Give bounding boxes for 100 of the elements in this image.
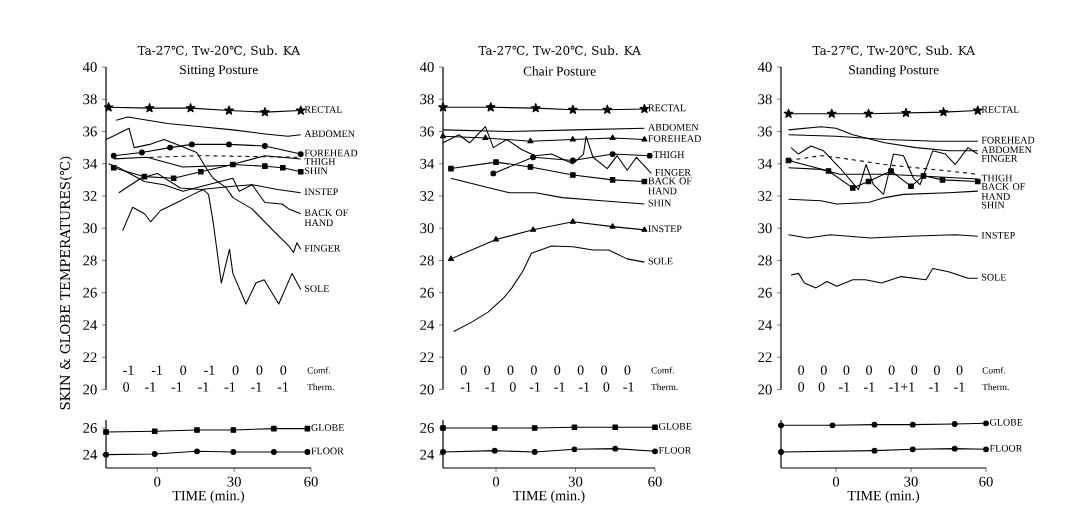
annotation: Therm. [651, 383, 678, 391]
y-tick-label: 40 [757, 62, 772, 72]
series-label: SHIN [982, 201, 1005, 209]
series-label: BACK OF HAND [981, 183, 1025, 200]
annotation: -1 -1 0 -1 -1 -1 0 -1 [460, 382, 634, 392]
y-tick-label: 24 [83, 449, 98, 460]
y-tick-label: 20 [758, 384, 772, 395]
chart-subtitle: Sitting Posture [180, 65, 258, 77]
series-label: GLOBE [659, 422, 692, 430]
x-axis-title: TIME (min.) [513, 490, 585, 504]
y-tick-label: 24 [83, 320, 98, 330]
annotation: Therm. [982, 383, 1009, 391]
y-tick-label: 28 [83, 255, 97, 266]
y-tick-label: 34 [758, 158, 773, 169]
y-tick-label: 38 [758, 94, 772, 105]
series-label: GLOBE [990, 418, 1023, 426]
series-label: FINGER [304, 244, 341, 252]
annotation: Therm. [307, 383, 334, 391]
y-tick-label: 32 [83, 191, 97, 201]
series-label: FOREHEAD [648, 135, 701, 142]
y-tick-label: 30 [83, 223, 97, 234]
x-tick-label: 60 [979, 476, 993, 487]
x-tick-label: 60 [648, 476, 662, 487]
series-label: FOREHEAD [304, 149, 358, 157]
series-label: SHIN [648, 199, 672, 207]
series-label: FLOOR [658, 446, 692, 454]
series-label: FLOOR [989, 444, 1023, 452]
x-axis-title: TIME (min.) [847, 490, 920, 504]
y-tick-label: 40 [82, 62, 97, 72]
series-label: FLOOR [311, 447, 344, 455]
y-tick-label: 40 [419, 62, 434, 72]
y-tick-label: 26 [420, 287, 434, 298]
series-label: FOREHEAD [981, 136, 1035, 144]
y-tick-label: 22 [758, 352, 772, 363]
annotation: Comf. [982, 366, 1006, 374]
series-label: RECTAL [304, 106, 342, 113]
annotation: Comf. [307, 366, 331, 374]
y-tick-label: 24 [420, 449, 435, 460]
x-tick-label: 30 [904, 476, 918, 487]
series-label: BACK OF HAND [648, 177, 692, 195]
y-axis-title: SKIN & GLOBE TEMPERATURES(℃) [59, 156, 72, 410]
y-tick-label: 28 [420, 255, 434, 266]
y-tick-label: 26 [420, 423, 434, 433]
y-tick-label: 26 [758, 287, 772, 298]
series-label: GLOBE [311, 424, 344, 431]
y-tick-label: 38 [83, 94, 97, 105]
y-tick-label: 30 [420, 223, 434, 234]
x-tick-label: 30 [227, 476, 241, 487]
y-tick-label: 36 [758, 126, 772, 137]
series-label: INSTEP [981, 231, 1015, 239]
series-label: FINGER [655, 169, 691, 176]
y-tick-label: 34 [83, 158, 98, 169]
annotation: 0 0 -1 -1 -1+1 -1 -1 [798, 382, 965, 392]
y-tick-label: 20 [420, 384, 434, 395]
y-tick-label: 36 [420, 126, 434, 137]
annotation: 0 0 0 0 0 0 0 0 [460, 365, 631, 375]
x-tick-label: 0 [154, 476, 161, 487]
series-label: RECTAL [648, 104, 686, 112]
y-tick-label: 38 [420, 94, 434, 105]
series-label: ABDOMEN [304, 130, 355, 138]
y-tick-label: 34 [420, 158, 435, 169]
y-tick-label: 26 [83, 287, 97, 298]
series-label: SHIN [305, 167, 328, 175]
y-tick-label: 20 [83, 384, 97, 395]
chart-title: Ta-27℃, Tw-20℃, Sub. KA [137, 45, 301, 57]
y-tick-label: 24 [758, 320, 773, 330]
series-label: ABDOMEN [981, 146, 1032, 154]
y-tick-label: 32 [420, 191, 434, 201]
chart-subtitle: Standing Posture [849, 64, 939, 78]
chart-title: Ta-27℃, Tw-20℃, Sub. KA [812, 45, 976, 57]
y-tick-label: 30 [758, 223, 772, 234]
series-label: ABDOMEN [648, 123, 699, 131]
x-tick-label: 0 [832, 476, 840, 487]
y-tick-label: 36 [83, 126, 97, 137]
series-label: BACK OF HAND [304, 209, 348, 226]
y-tick-label: 22 [420, 352, 434, 363]
series-label: SOLE [305, 285, 329, 292]
annotation: -1 -1 0 -1 0 0 0 [123, 365, 287, 375]
chart-title: Ta-27℃, Tw-20℃, Sub. KA [478, 45, 641, 57]
y-tick-label: 32 [758, 191, 772, 201]
chart-subtitle: Chair Posture [523, 66, 596, 76]
series-label: INSTEP [304, 188, 338, 196]
series-label: SOLE [648, 257, 673, 265]
series-label: FINGER [981, 155, 1018, 162]
annotation: Comf. [651, 366, 674, 374]
x-tick-label: 30 [568, 476, 583, 487]
series-label: INSTEP [648, 225, 682, 233]
annotation: 0 -1 -1 -1 -1 -1 -1 [123, 382, 288, 392]
series-label: RECTAL [981, 106, 1019, 113]
series-label: THIGH [304, 158, 336, 165]
series-label: THIGH [653, 151, 685, 159]
y-tick-label: 28 [758, 255, 772, 266]
y-tick-label: 22 [83, 352, 97, 363]
y-tick-label: 24 [420, 320, 435, 330]
x-axis-title: TIME (min.) [172, 490, 245, 504]
y-tick-label: 26 [83, 423, 97, 433]
annotation: 0 0 0 0 0 0 0 0 [798, 365, 963, 375]
series-label: THIGH [981, 174, 1013, 182]
x-tick-label: 0 [492, 476, 500, 487]
x-tick-label: 60 [304, 476, 318, 487]
